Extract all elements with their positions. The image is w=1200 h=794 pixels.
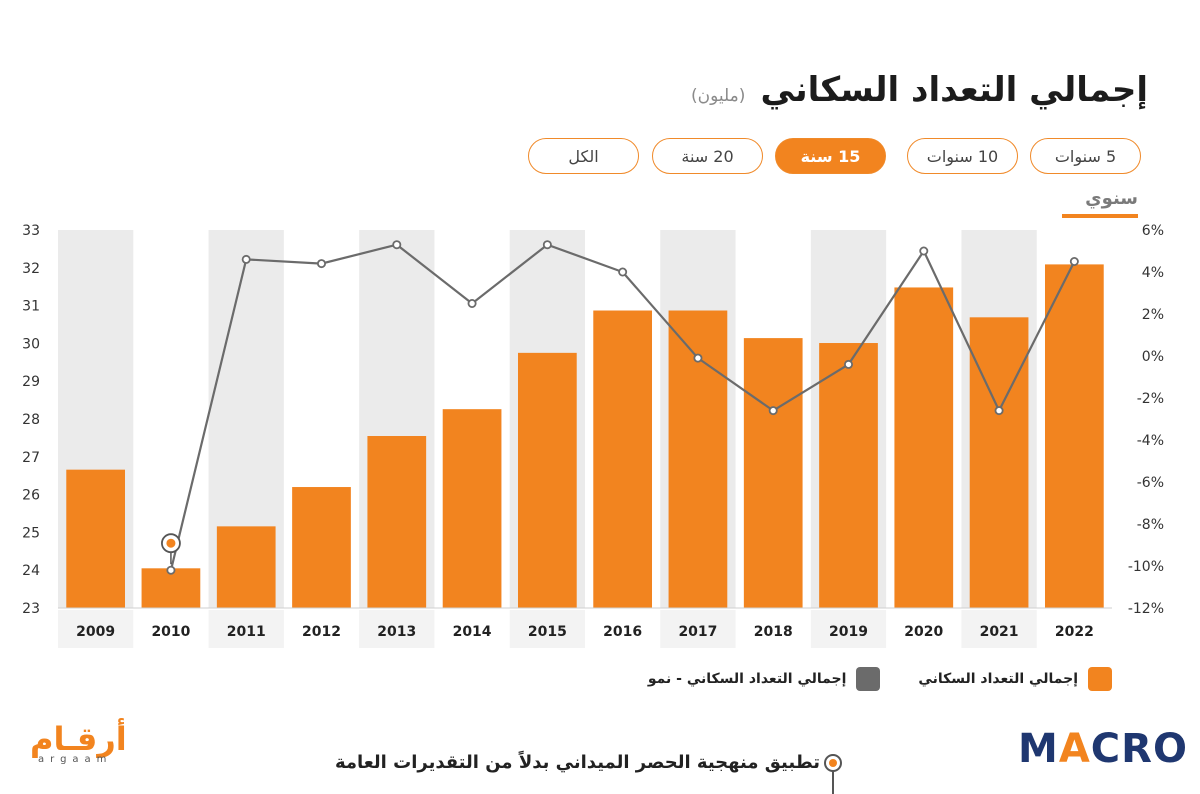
x-label-band — [810, 610, 887, 648]
chart-title: إجمالي التعداد السكاني (مليون) — [691, 70, 1148, 110]
x-tick-label: 2013 — [377, 624, 416, 640]
filter-15-years[interactable]: 15 سنة — [775, 138, 886, 174]
x-label-band — [208, 610, 284, 648]
tab-annual[interactable]: سنوي — [1085, 188, 1138, 209]
growth-point — [1069, 257, 1079, 267]
y-right-tick: -4% — [1137, 433, 1164, 449]
bar-2013 — [367, 436, 427, 608]
x-label-band — [961, 610, 1037, 648]
y-left-tick: 30 — [22, 336, 40, 352]
y-left-tick: 25 — [22, 525, 40, 541]
bar-2018 — [743, 338, 803, 608]
x-label-band — [509, 610, 585, 648]
legend-bar-label: إجمالي التعداد السكاني — [918, 671, 1078, 687]
x-tick-label: 2017 — [678, 624, 717, 640]
growth-point — [467, 299, 477, 309]
argaam-logo-latin: argaam — [38, 754, 113, 765]
y-left-tick: 28 — [22, 412, 40, 428]
growth-point — [768, 406, 778, 416]
growth-point — [166, 565, 176, 575]
y-right-tick: 0% — [1142, 349, 1164, 365]
argaam-logo-arabic: أرقـام — [30, 720, 127, 758]
legend-line-label: إجمالي التعداد السكاني - نمو — [647, 671, 847, 687]
growth-point — [844, 359, 854, 369]
y-left-tick: 27 — [22, 450, 40, 466]
methodology-note: تطبيق منهجية الحصر الميداني بدلاً من الت… — [334, 752, 820, 773]
growth-point — [994, 406, 1004, 416]
y-left-tick: 31 — [22, 299, 40, 315]
y-left-tick: 24 — [22, 563, 40, 579]
tab-annual-underline — [1062, 214, 1138, 218]
x-tick-label: 2012 — [302, 624, 341, 640]
x-tick-label: 2009 — [76, 624, 115, 640]
bar-2011 — [216, 526, 276, 608]
growth-point — [316, 259, 326, 269]
argaam-logo: أرقـام argaam — [30, 720, 127, 765]
chart-unit: (مليون) — [690, 86, 746, 106]
bar-2021 — [969, 317, 1029, 608]
x-label-band — [58, 610, 134, 648]
bar-2009 — [66, 469, 126, 608]
y-left-tick: 29 — [22, 374, 40, 390]
growth-point — [542, 240, 552, 250]
bar-2015 — [517, 352, 577, 608]
y-right-tick: 4% — [1142, 265, 1164, 281]
legend-line-swatch — [856, 667, 881, 691]
x-tick-label: 2021 — [980, 624, 1019, 640]
x-tick-label: 2014 — [453, 624, 492, 640]
x-tick-label: 2022 — [1055, 624, 1094, 640]
annotation-marker-dot — [166, 538, 176, 548]
y-right-tick: -12% — [1128, 601, 1164, 617]
y-right-tick: -10% — [1128, 559, 1164, 575]
location-pin-icon — [824, 754, 842, 794]
bar-2014 — [442, 409, 502, 608]
bar-2020 — [894, 287, 954, 608]
growth-point — [392, 240, 402, 250]
population-chart: 23 24 25 26 27 28 29 30 31 32 33 -12% -10% -8% -6% -4% -… — [22, 223, 1164, 648]
macro-logo: MACRO — [1018, 726, 1188, 772]
y-right-tick: -2% — [1137, 391, 1164, 407]
x-tick-label: 2011 — [227, 624, 266, 640]
bar-2012 — [292, 487, 351, 608]
growth-point — [241, 254, 251, 264]
y-left-tick: 32 — [22, 261, 40, 277]
y-left-tick: 23 — [22, 601, 40, 617]
x-label-band — [660, 610, 736, 648]
y-left-tick: 33 — [22, 223, 40, 239]
chart-title-text: إجمالي التعداد السكاني — [760, 70, 1148, 110]
y-right-tick: -6% — [1137, 475, 1164, 491]
x-tick-label: 2019 — [829, 624, 868, 640]
chart-legend: إجمالي التعداد السكاني إجمالي التعداد ال… — [648, 667, 1112, 691]
x-tick-label: 2015 — [528, 624, 567, 640]
x-tick-label: 2016 — [603, 624, 642, 640]
bar-2022 — [1044, 264, 1104, 608]
x-tick-label: 2010 — [151, 624, 190, 640]
bar-2010 — [141, 568, 201, 608]
x-tick-label: 2020 — [904, 624, 943, 640]
filter-5-years[interactable]: 5 سنوات — [1030, 138, 1141, 174]
filter-10-years[interactable]: 10 سنوات — [907, 138, 1018, 174]
growth-point — [693, 353, 703, 363]
y-left-tick: 26 — [22, 488, 40, 504]
y-right-tick: 2% — [1142, 307, 1164, 323]
y-right-tick: -8% — [1137, 517, 1164, 533]
filter-20-years[interactable]: 20 سنة — [652, 138, 763, 174]
filter-all[interactable]: الكل — [528, 138, 639, 174]
y-right-tick: 6% — [1142, 223, 1164, 239]
bar-2019 — [819, 343, 878, 608]
bar-2016 — [593, 310, 653, 608]
growth-point — [618, 267, 628, 277]
period-filters: الكل 20 سنة 15 سنة 10 سنوات 5 سنوات — [528, 138, 1144, 178]
x-label-band — [359, 610, 435, 648]
x-tick-label: 2018 — [754, 624, 793, 640]
legend-bar-swatch — [1088, 667, 1112, 691]
growth-point — [919, 246, 929, 256]
